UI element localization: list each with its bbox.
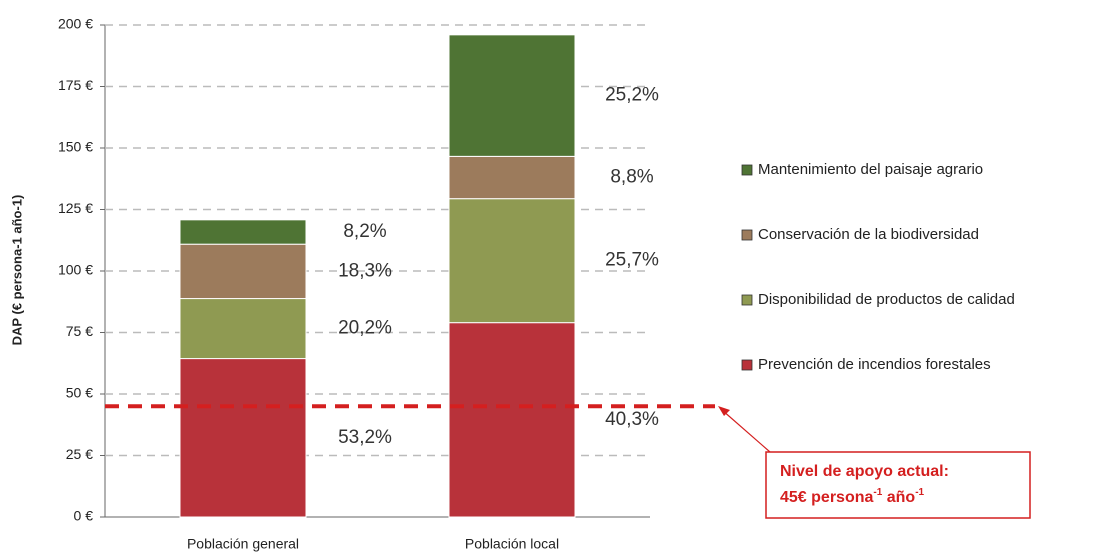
legend-label: Mantenimiento del paisaje agrario — [758, 161, 983, 178]
share-label: 53,2% — [338, 427, 392, 448]
y-tick-label: 200 € — [58, 16, 93, 32]
annotation-arrow — [721, 409, 771, 453]
bar-segment — [448, 155, 576, 200]
bar-segment — [179, 298, 307, 360]
y-tick-label: 75 € — [66, 323, 93, 339]
bar-segment — [448, 34, 576, 157]
y-tick-label: 175 € — [58, 77, 93, 93]
share-label: 18,3% — [338, 260, 392, 281]
bar-segment — [179, 358, 307, 518]
y-tick-label: 125 € — [58, 200, 93, 216]
share-label: 8,8% — [610, 167, 653, 188]
arrow-head — [718, 406, 730, 416]
share-label: 8,2% — [343, 221, 386, 242]
share-label: 40,3% — [605, 409, 659, 430]
annotation-line1: Nivel de apoyo actual: — [780, 463, 949, 480]
legend-label: Prevención de incendios forestales — [758, 356, 991, 373]
y-axis-label: DAP (€ persona-1 año-1) — [9, 195, 24, 346]
annotation-line2: 45€ persona-1 año-1 — [780, 487, 925, 507]
legend-swatch — [741, 294, 753, 306]
y-tick-label: 50 € — [66, 385, 93, 401]
legend-swatch — [741, 164, 753, 176]
x-tick-label: Población general — [187, 536, 299, 552]
bar-segment — [448, 198, 576, 324]
y-tick-label: 0 € — [74, 508, 94, 524]
annotation-part: año — [882, 489, 915, 506]
x-tick-label: Población local — [465, 536, 559, 552]
legend-label: Conservación de la biodiversidad — [758, 226, 979, 243]
annotation-sup: -1 — [873, 487, 882, 498]
share-label: 25,2% — [605, 85, 659, 106]
y-tick-label: 100 € — [58, 262, 93, 278]
legend-swatch — [741, 359, 753, 371]
bar-segment — [179, 243, 307, 300]
annotation-part: 45€ persona — [780, 489, 873, 506]
bar-segment — [179, 219, 307, 245]
share-label: 20,2% — [338, 318, 392, 339]
annotation-box — [765, 451, 1031, 519]
annotation-sup: -1 — [915, 487, 924, 498]
y-tick-label: 150 € — [58, 139, 93, 155]
bar-segment — [448, 322, 576, 518]
y-tick-label: 25 € — [66, 446, 93, 462]
legend-swatch — [741, 229, 753, 241]
share-label: 25,7% — [605, 250, 659, 271]
legend-label: Disponibilidad de productos de calidad — [758, 291, 1015, 308]
